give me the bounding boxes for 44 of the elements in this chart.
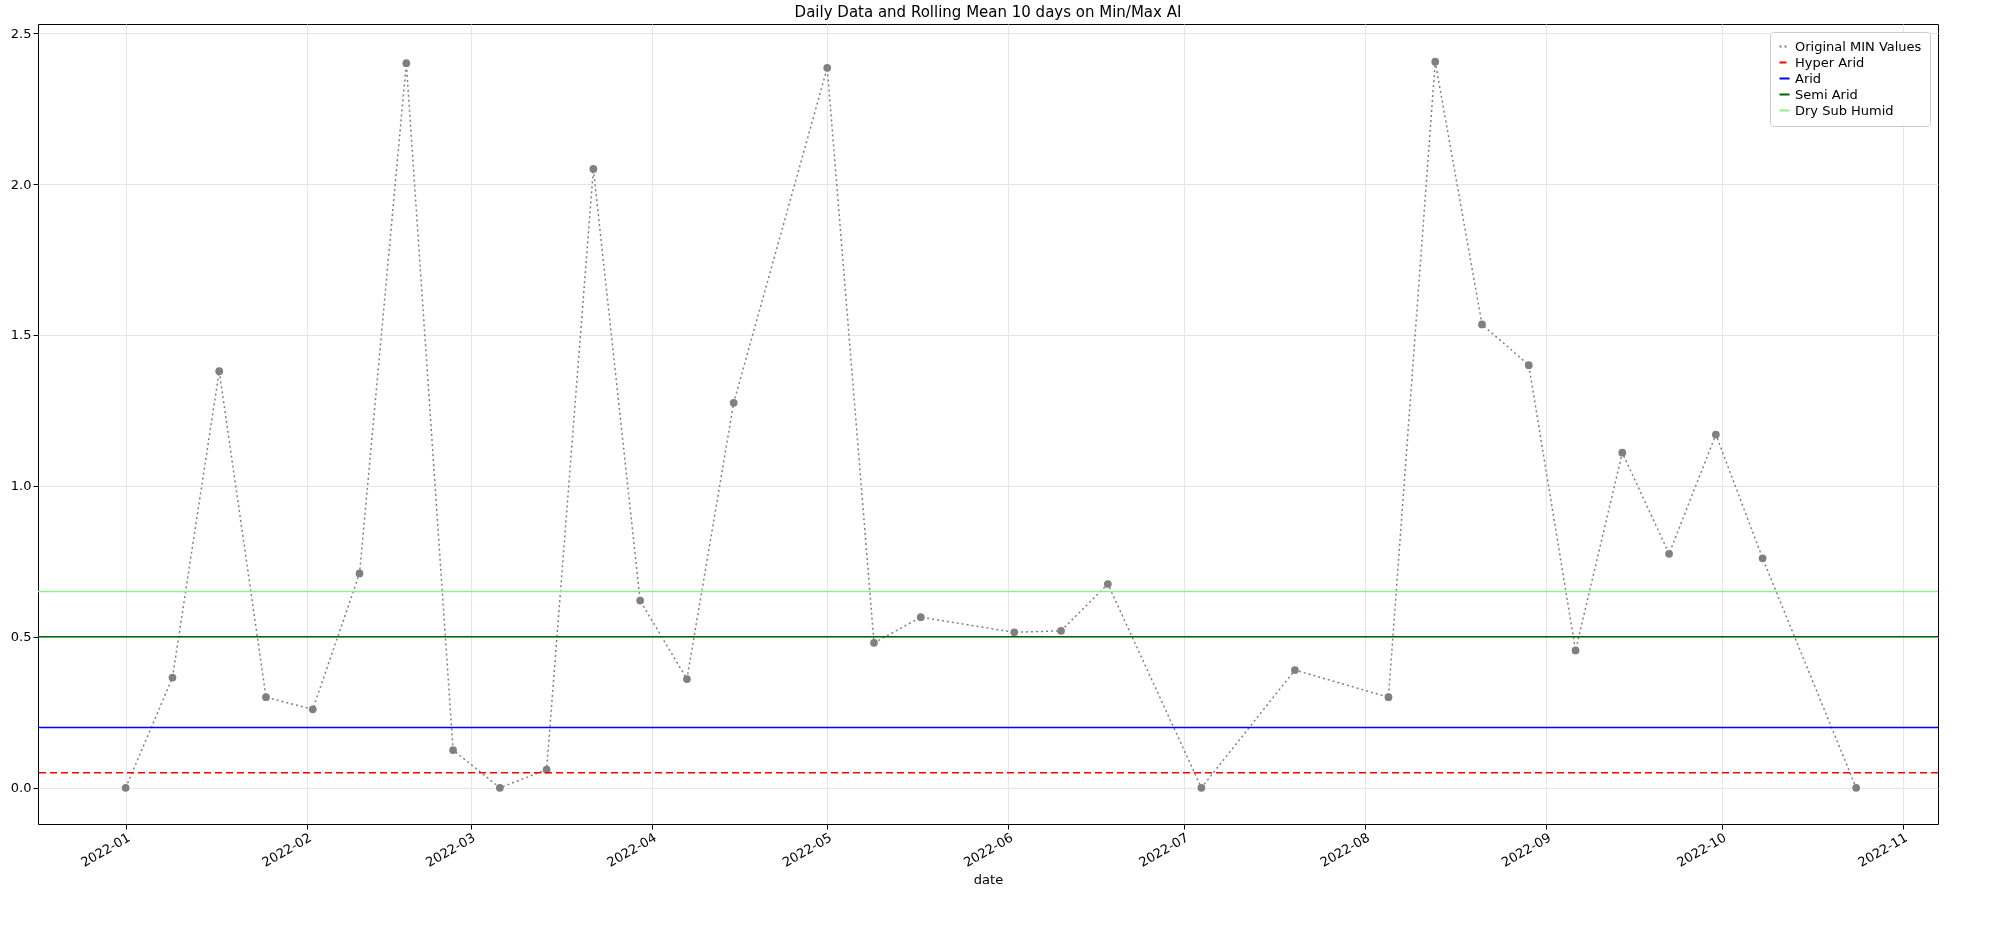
point: [1197, 783, 1206, 792]
point: [1478, 320, 1486, 329]
point: [355, 569, 364, 578]
point: [1711, 430, 1720, 439]
y-tick-label: 2.5: [10, 25, 32, 41]
y-tick-label: 1.5: [10, 327, 32, 343]
point: [262, 693, 270, 702]
point: [1665, 549, 1673, 558]
point: [1431, 57, 1440, 66]
point: [1524, 361, 1533, 369]
point: [729, 399, 738, 407]
point: [1571, 646, 1580, 655]
legend-label: Dry Sub Humid: [1795, 102, 1894, 118]
point: [870, 639, 878, 647]
point: [589, 165, 598, 173]
legend-label: Semi Arid: [1795, 86, 1858, 102]
point: [916, 613, 925, 622]
point: [1103, 580, 1112, 588]
point: [168, 673, 177, 682]
legend-label: Original MIN Values: [1795, 38, 1922, 54]
point: [402, 59, 411, 68]
point: [215, 367, 224, 376]
x-axis-title: date: [973, 871, 1004, 887]
point: [1852, 783, 1861, 792]
y-tick-label: 2.0: [10, 176, 32, 192]
point: [1057, 626, 1065, 635]
point: [1618, 448, 1627, 457]
point: [683, 675, 691, 683]
point: [1010, 628, 1019, 637]
legend-label: Arid: [1795, 70, 1822, 86]
point: [121, 783, 130, 792]
point: [1291, 666, 1299, 674]
point: [308, 705, 317, 714]
y-tick-label: 0.5: [10, 629, 32, 645]
point: [1384, 693, 1393, 702]
y-tick-label: 0.0: [10, 780, 32, 796]
y-tick-label: 1.0: [10, 478, 32, 494]
point: [449, 746, 457, 754]
point: [495, 783, 504, 792]
chart-title: Daily Data and Rolling Mean 10 days on Min/Max AI: [794, 3, 1182, 21]
legend-label: Hyper Arid: [1795, 54, 1865, 70]
point: [1758, 554, 1767, 563]
point: [636, 596, 645, 605]
point: [823, 63, 832, 72]
